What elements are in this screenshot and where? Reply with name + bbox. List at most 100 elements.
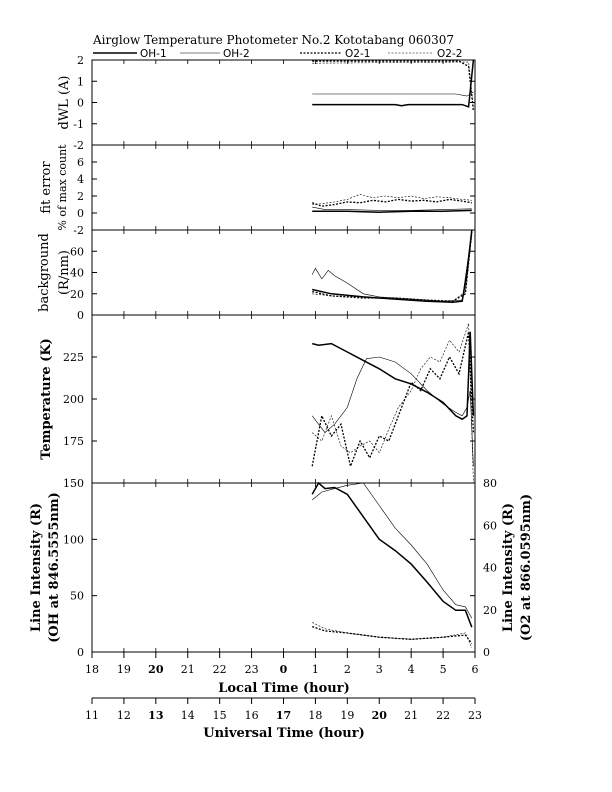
lt-tick-label: 1 [312, 663, 319, 676]
y-tick-label: 2 [77, 190, 84, 203]
series-line-oh1 [312, 59, 475, 108]
legend-label-oh2: OH-2 [223, 48, 250, 60]
panel-frame [91, 229, 476, 316]
lt-tick-label: 6 [472, 663, 479, 676]
y-tick-label: 40 [70, 267, 84, 280]
y-axis-label: % of max count [56, 144, 69, 231]
panel-frame [91, 314, 476, 484]
panel-background: 0 20 40 60 background (R/nm) [37, 229, 476, 322]
series-line-oh1 [312, 229, 473, 304]
y-tick-label: -2 [73, 139, 84, 152]
lt-tick-label: 21 [181, 663, 195, 676]
y-tick-label: 175 [63, 435, 84, 448]
ut-tick-label: 23 [468, 709, 482, 722]
ut-tick-label: 18 [308, 709, 322, 722]
y-tick-label: 0 [77, 309, 84, 322]
universal-time-axis: 11 12 13 14 15 16 17 18 19 20 21 22 23 [85, 697, 482, 722]
y-tick-label-right: 40 [483, 562, 497, 575]
y-tick-label: 2 [77, 54, 84, 67]
y-tick-label: 60 [70, 245, 84, 258]
series-line-o22 [312, 323, 474, 484]
lt-tick-label: 22 [213, 663, 227, 676]
series-line-o21 [311, 331, 475, 469]
series-line-oh2 [312, 482, 473, 619]
y-tick-label-right: 20 [483, 604, 497, 617]
series-line-o22 [312, 622, 473, 648]
panel-fit_error: -2 0 2 4 6 fit error% of max count [39, 144, 476, 237]
ut-tick-label: 19 [340, 709, 354, 722]
panel-frame [91, 59, 476, 146]
chart-title: Airglow Temperature Photometer No.2 Koto… [92, 33, 454, 47]
lt-tick-label: 5 [440, 663, 447, 676]
y-tick-label: 4 [77, 173, 84, 186]
panel-temperature: 175 200 225 Temperature (K) [39, 314, 476, 484]
series-line-o21 [312, 60, 475, 112]
ut-tick-label: 17 [276, 709, 291, 722]
y-tick-label: 0 [77, 207, 84, 220]
y-axis-label: Line Intensity (R) [29, 503, 44, 632]
ut-tick-label: 11 [85, 709, 99, 722]
ut-tick-label: 13 [148, 709, 163, 722]
y-tick-label: 0 [77, 97, 84, 110]
panel-frame [91, 144, 476, 231]
ut-tick-label: 14 [181, 709, 195, 722]
series-line-oh1 [312, 209, 472, 213]
local-time-label: Local Time (hour) [218, 681, 350, 696]
lt-tick-label: 3 [376, 663, 383, 676]
y-tick-label-right: 80 [483, 477, 497, 490]
ut-tick-label: 12 [117, 709, 131, 722]
series-line-oh1 [312, 331, 475, 421]
series-line-o21 [312, 232, 473, 302]
legend-label-o21: O2-1 [345, 48, 370, 60]
y-tick-label: -1 [73, 118, 84, 131]
y-tick-label: 6 [77, 156, 84, 169]
y-tick-label: 100 [63, 533, 84, 546]
ut-tick-label: 21 [404, 709, 418, 722]
ut-tick-label: 16 [245, 709, 259, 722]
lt-tick-label: 0 [280, 663, 288, 676]
series-line-oh1 [311, 481, 473, 628]
y-tick-label: 200 [63, 393, 84, 406]
y-axis-label: (OH at 846.5555nm) [47, 492, 62, 642]
local-time-axis: 18 19 20 21 22 23 0 1 2 3 4 5 6 [85, 652, 479, 676]
y-axis-label: Temperature (K) [39, 338, 54, 460]
y-tick-label: 0 [77, 646, 84, 659]
y-tick-label: 20 [70, 288, 84, 301]
universal-time-label: Universal Time (hour) [203, 726, 365, 741]
series-line-o22 [312, 193, 472, 205]
lt-tick-label: 20 [148, 663, 164, 676]
y-axis-label: dWL (A) [57, 76, 72, 130]
series-line-oh2 [311, 232, 473, 302]
legend: OH-1 OH-2 O2-1 O2-2 [93, 48, 462, 60]
series-line-oh2 [312, 206, 472, 211]
y-axis-label: background [37, 233, 52, 312]
panel-frame [91, 482, 476, 653]
y-tick-label: -2 [73, 224, 84, 237]
series-line-o21 [311, 198, 472, 207]
legend-label-o22: O2-2 [437, 48, 462, 60]
lt-tick-label: 4 [408, 663, 415, 676]
y-axis-label-right: Line Intensity (R) [501, 503, 516, 632]
legend-label-oh1: OH-1 [140, 48, 167, 60]
y-axis-label: (R/nm) [57, 250, 72, 295]
y-tick-label: 1 [77, 75, 84, 88]
lt-tick-label: 18 [85, 663, 99, 676]
series-line-oh2 [312, 91, 474, 97]
series-line-oh2 [311, 356, 474, 467]
ut-tick-label: 15 [213, 709, 227, 722]
panel-dWL: -2 -1 0 1 2 dWL (A) [57, 54, 476, 152]
series-line-o22 [312, 61, 474, 107]
series-line-o21 [311, 625, 473, 644]
lt-tick-label: 19 [117, 663, 131, 676]
y-tick-label: 50 [70, 590, 84, 603]
series-line-o22 [312, 234, 473, 302]
y-tick-label-right: 60 [483, 519, 497, 532]
y-axis-label: fit error [39, 161, 54, 214]
y-tick-label-right: 0 [483, 646, 490, 659]
y-tick-label: 225 [63, 351, 84, 364]
ut-tick-label: 22 [436, 709, 450, 722]
lt-tick-label: 23 [245, 663, 259, 676]
